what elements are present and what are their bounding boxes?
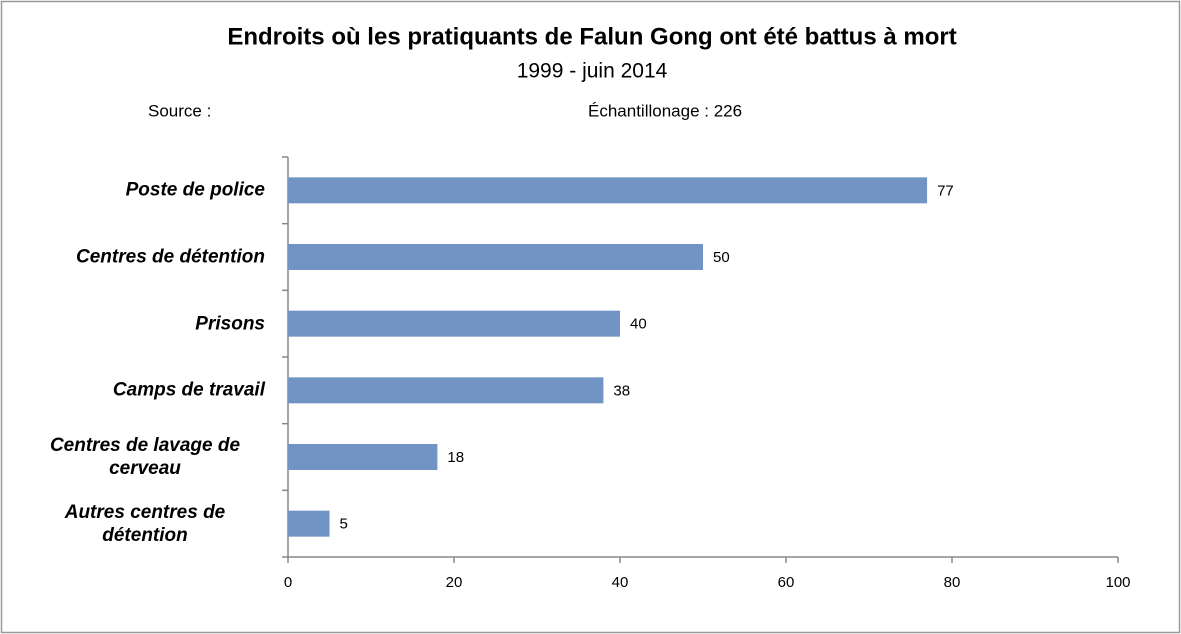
category-label-box: Poste de police [25,179,265,202]
y-tick-label: Centres de lavage de cerveau [49,435,241,479]
x-tick-label: 20 [446,574,463,591]
category-label-box: Centres de lavage de cerveau [25,434,265,480]
data-label: 40 [630,316,647,333]
bar [288,510,330,537]
data-label: 18 [447,449,464,466]
y-tick-label: Centres de détention [76,246,265,268]
sample-size: Échantillonage : 226 [588,101,742,120]
bar [288,244,703,270]
chart-subtitle: 1999 - juin 2014 [517,60,668,83]
chart-title: Endroits où les pratiquants de Falun Gon… [227,23,956,50]
x-tick-label: 60 [778,574,795,591]
x-tick-label: 0 [284,574,292,591]
x-tick-label: 40 [612,574,629,591]
category-label-box: Camps de travail [25,379,265,402]
y-tick-label: Camps de travail [112,379,265,401]
y-tick-label: Prisons [195,313,265,335]
y-tick-label: Poste de police [125,179,265,201]
x-tick-label: 100 [1105,574,1130,591]
data-label: 77 [937,182,954,199]
category-label-box: Autres centres de détention [25,501,265,547]
bar [288,177,928,204]
source: Source : [148,101,211,120]
category-label-box: Centres de détention [25,246,265,269]
bar [288,377,604,404]
category-label-box: Prisons [25,312,265,335]
y-tick-label: Autres centres de détention [64,501,226,546]
bar [288,310,620,337]
data-label: 5 [340,516,348,533]
bar [288,444,438,470]
data-label: 50 [713,249,730,266]
data-label: 38 [613,382,630,399]
x-tick-label: 80 [944,574,961,591]
